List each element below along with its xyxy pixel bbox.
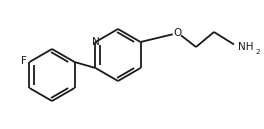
Text: F: F	[21, 56, 27, 66]
Text: O: O	[174, 28, 182, 38]
Text: 2: 2	[256, 49, 260, 55]
Text: NH: NH	[238, 42, 253, 52]
Text: N: N	[92, 37, 99, 47]
